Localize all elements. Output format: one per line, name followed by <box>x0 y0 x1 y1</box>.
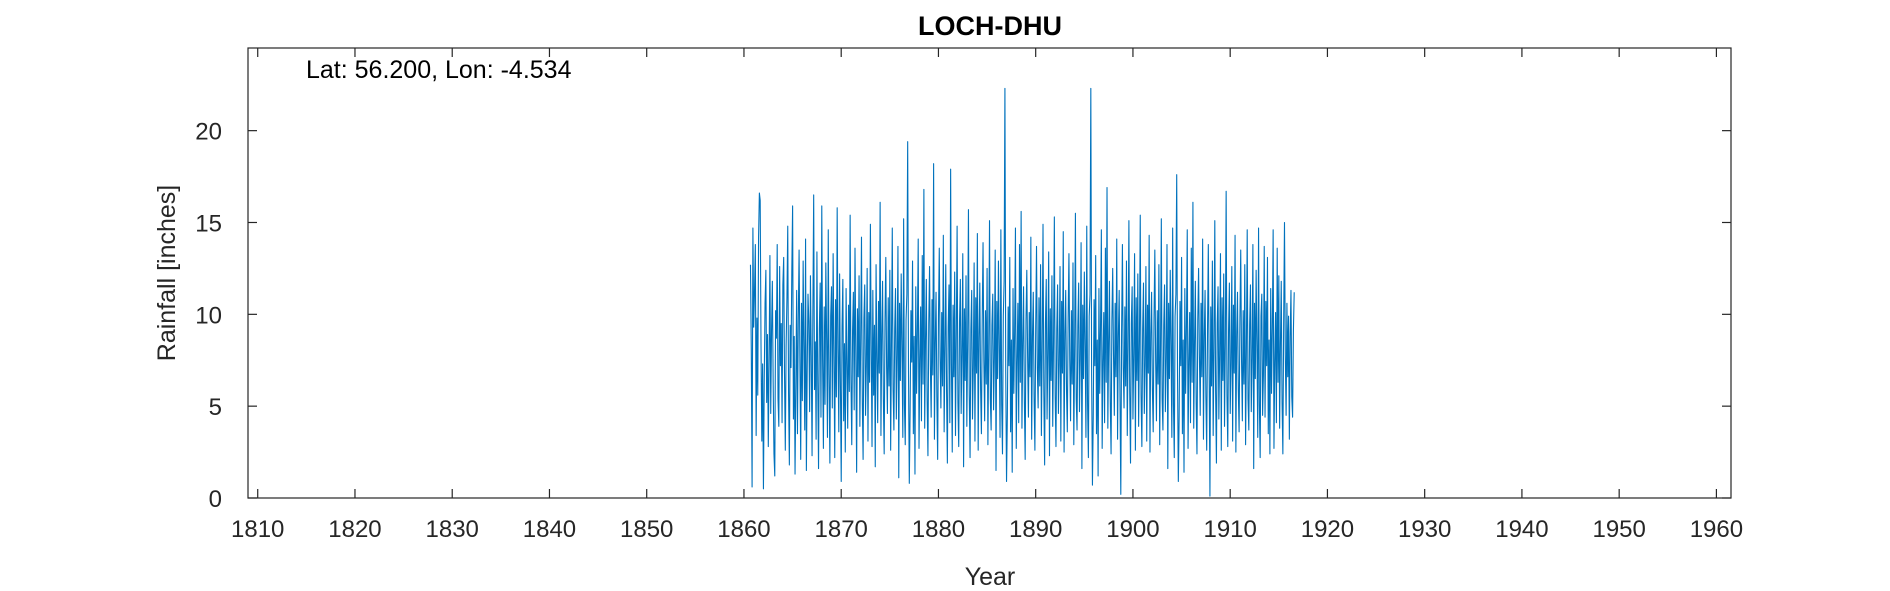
x-tick-label: 1870 <box>815 516 868 543</box>
x-tick-label: 1940 <box>1495 516 1548 543</box>
series-layer <box>749 87 1295 497</box>
y-axis-label: Rainfall [inches] <box>153 185 181 361</box>
x-tick-label: 1810 <box>231 516 284 543</box>
x-tick-label: 1900 <box>1106 516 1159 543</box>
y-tick-label: 15 <box>195 210 222 237</box>
y-tick-label: 20 <box>195 119 222 146</box>
x-tick-label: 1850 <box>620 516 673 543</box>
x-tick-label: 1830 <box>426 516 479 543</box>
x-axis-label: Year <box>965 563 1016 591</box>
y-tick-label: 5 <box>209 394 222 421</box>
x-tick-label: 1960 <box>1690 516 1743 543</box>
location-annotation: Lat: 56.200, Lon: -4.534 <box>306 56 572 84</box>
x-tick-label: 1880 <box>912 516 965 543</box>
rainfall-series-line <box>749 87 1295 497</box>
x-tick-label: 1840 <box>523 516 576 543</box>
x-tick-label: 1910 <box>1203 516 1256 543</box>
x-tick-label: 1820 <box>328 516 381 543</box>
x-tick-label: 1890 <box>1009 516 1062 543</box>
y-axis-ticks: 0 5 10 15 20 <box>195 119 1731 513</box>
x-axis-ticks: 1810 1820 1830 1840 1850 1860 1870 1880 1890 1900… <box>231 48 1743 543</box>
x-tick-label: 1860 <box>717 516 770 543</box>
chart-title: LOCH-DHU <box>918 11 1062 41</box>
x-tick-label: 1930 <box>1398 516 1451 543</box>
y-tick-label: 0 <box>209 486 222 513</box>
x-tick-label: 1950 <box>1592 516 1645 543</box>
y-tick-label: 10 <box>195 302 222 329</box>
x-tick-label: 1920 <box>1301 516 1354 543</box>
